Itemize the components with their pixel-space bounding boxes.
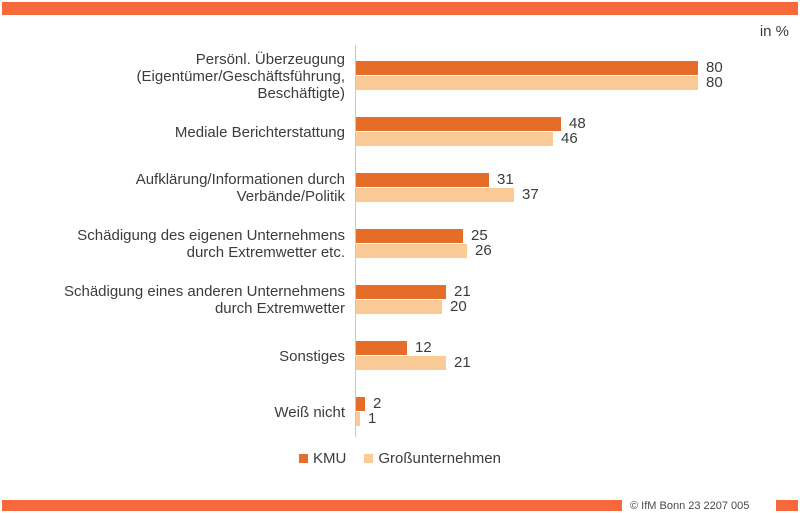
legend-label-grossunternehmen: Großunternehmen — [378, 450, 501, 467]
chart-row: Schädigung eines anderen Unternehmens dur… — [0, 272, 800, 328]
unit-label: in % — [759, 23, 789, 40]
bottom-accent-bar-left — [2, 500, 622, 511]
category-label: Aufklärung/Informationen durch Verbände/P… — [135, 171, 345, 205]
bar-value-label: 26 — [475, 242, 492, 259]
bar-value-label: 37 — [522, 186, 539, 203]
bar-kmu — [356, 397, 365, 411]
bar-value-label: 48 — [569, 115, 586, 132]
category-label: Schädigung des eigenen Unternehmens durch… — [77, 227, 345, 261]
chart-row: Mediale Berichterstattung 48 46 — [0, 104, 800, 160]
legend-item-kmu: KMU — [299, 450, 346, 467]
bar-value-label: 46 — [561, 130, 578, 147]
bar-kmu — [356, 229, 463, 243]
source-credit: © IfM Bonn 23 2207 005 — [630, 500, 750, 512]
bar-value-label: 80 — [706, 74, 723, 91]
legend-label-kmu: KMU — [313, 450, 347, 467]
bar-grossunternehmen — [356, 300, 442, 314]
chart-row: Weiß nicht 2 1 — [0, 384, 800, 440]
category-label: Weiß nicht — [274, 403, 345, 421]
legend-item-grossunternehmen: Großunternehmen — [364, 450, 501, 467]
category-axis-line — [355, 45, 356, 437]
bar-grossunternehmen — [356, 76, 698, 90]
bar-value-label: 21 — [454, 354, 471, 371]
bar-kmu — [356, 117, 561, 131]
grossunternehmen-swatch-icon — [364, 454, 374, 463]
category-label: Persönl. Überzeugung (Eigentümer/Geschäft… — [136, 50, 345, 102]
bar-grossunternehmen — [356, 244, 467, 258]
bar-kmu — [356, 341, 407, 355]
bar-value-label: 31 — [497, 171, 514, 188]
chart-row: Aufklärung/Informationen durch Verbände/P… — [0, 160, 800, 216]
chart-row: Persönl. Überzeugung (Eigentümer/Geschäft… — [0, 48, 800, 104]
bar-value-label: 25 — [471, 227, 488, 244]
bar-chart: Persönl. Überzeugung (Eigentümer/Geschäft… — [0, 48, 800, 440]
legend: KMU Großunternehmen — [0, 450, 800, 467]
bar-value-label: 1 — [368, 410, 377, 427]
bar-kmu — [356, 285, 446, 299]
top-accent-bar — [2, 2, 798, 15]
category-label: Mediale Berichterstattung — [174, 123, 345, 141]
kmu-swatch-icon — [299, 454, 309, 463]
bar-kmu — [356, 61, 698, 75]
bar-value-label: 12 — [415, 339, 432, 356]
bar-grossunternehmen — [356, 132, 553, 146]
bar-value-label: 2 — [373, 395, 382, 412]
bar-value-label: 20 — [450, 298, 467, 315]
category-label: Schädigung eines anderen Unternehmens dur… — [63, 283, 345, 317]
bar-grossunternehmen — [356, 412, 360, 426]
bar-grossunternehmen — [356, 188, 514, 202]
bottom-accent-bar-right — [776, 500, 798, 511]
bar-grossunternehmen — [356, 356, 446, 370]
bar-kmu — [356, 173, 489, 187]
chart-row: Sonstiges 12 21 — [0, 328, 800, 384]
bar-value-label: 80 — [706, 59, 723, 76]
category-label: Sonstiges — [279, 347, 345, 365]
bar-value-label: 21 — [454, 283, 471, 300]
chart-row: Schädigung des eigenen Unternehmens durch… — [0, 216, 800, 272]
